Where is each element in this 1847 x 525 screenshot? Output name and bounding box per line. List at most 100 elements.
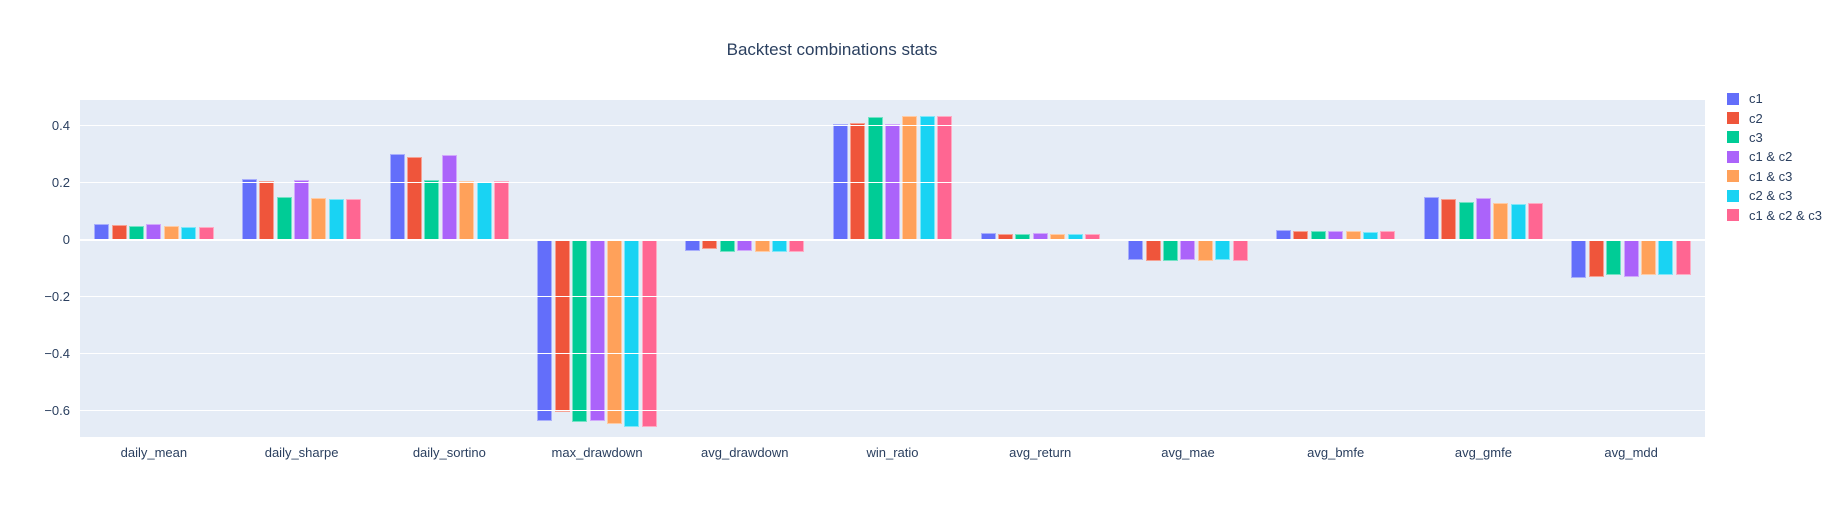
bar-c1+c3-avg_gmfe[interactable] [1493,203,1509,240]
bar-c1+c2+c3-avg_drawdown[interactable] [789,239,805,253]
bar-c1-daily_sortino[interactable] [389,154,405,240]
bar-c2+c3-daily_sharpe[interactable] [328,198,344,240]
gridline-y-0.2 [80,182,1705,184]
bar-c1+c2+c3-daily_sharpe[interactable] [346,198,362,240]
y-tick-label: −0.4 [44,345,70,361]
bar-c3-avg_mdd[interactable] [1606,239,1622,275]
bar-c2-avg_drawdown[interactable] [702,239,718,249]
legend-label: c2 [1749,110,1763,126]
bar-c2-daily_mean[interactable] [111,225,127,240]
bar-c3-max_drawdown[interactable] [572,239,588,423]
gridline-y-−0.4 [80,353,1705,355]
bar-c1-avg_mdd[interactable] [1571,239,1587,279]
bar-c1+c3-max_drawdown[interactable] [606,239,622,425]
bar-c1-max_drawdown[interactable] [537,239,553,422]
chart-title: Backtest combinations stats [726,40,938,59]
bar-c1+c3-avg_mae[interactable] [1197,239,1213,261]
bar-c3-avg_mae[interactable] [1163,239,1179,261]
bar-c1+c3-daily_sortino[interactable] [459,180,475,240]
bar-c2+c3-avg_mae[interactable] [1215,239,1231,261]
y-tick-label: −0.2 [44,288,70,304]
x-tick-label-avg_bmfe: avg_bmfe [1307,445,1365,460]
bar-c2-avg_mae[interactable] [1145,239,1161,261]
bar-c1+c2+c3-avg_gmfe[interactable] [1528,203,1544,240]
x-tick-label-avg_mdd: avg_mdd [1604,445,1658,460]
bar-c3-avg_gmfe[interactable] [1458,202,1474,240]
bar-c1+c2-max_drawdown[interactable] [589,239,605,422]
legend-item-c1+c3[interactable]: c1 & c3 [1727,167,1822,186]
bar-c2+c3-avg_mdd[interactable] [1658,239,1674,275]
bar-c1+c3-win_ratio[interactable] [902,116,918,240]
legend-swatch [1727,189,1739,202]
bar-c1+c2-avg_drawdown[interactable] [737,239,753,251]
bar-c1+c2-daily_mean[interactable] [146,224,162,240]
legend-label: c2 & c3 [1749,188,1793,204]
legend-swatch [1727,170,1739,183]
bar-c1-daily_mean[interactable] [94,224,110,240]
y-tick-label: 0.4 [51,117,70,133]
bar-c3-daily_sharpe[interactable] [276,197,292,240]
bar-c1-avg_mae[interactable] [1128,239,1144,261]
legend-label: c1 & c3 [1749,168,1793,184]
bar-c1+c2+c3-max_drawdown[interactable] [641,239,657,428]
legend: c1 c2 c3 c1 & c2 c1 & c3 c2 & c3 c1 & c2 & c3 [1727,89,1822,225]
bar-c1+c2+c3-avg_mdd[interactable] [1675,239,1691,276]
bar-c1-avg_gmfe[interactable] [1423,197,1439,240]
bar-c2-max_drawdown[interactable] [554,239,570,413]
bar-c3-win_ratio[interactable] [867,117,883,240]
legend-swatch [1727,92,1739,105]
y-tick-label: −0.6 [44,402,70,418]
legend-swatch [1727,112,1739,125]
bar-c1+c2+c3-daily_sortino[interactable] [494,181,510,240]
bar-c2+c3-win_ratio[interactable] [919,116,935,240]
bar-c2-daily_sortino[interactable] [407,157,423,240]
plot-area[interactable] [80,100,1705,437]
legend-swatch [1727,209,1739,222]
legend-swatch [1727,150,1739,163]
bar-c1+c3-avg_mdd[interactable] [1641,239,1657,276]
legend-item-c2[interactable]: c2 [1727,108,1822,127]
legend-item-c1+c2[interactable]: c1 & c2 [1727,147,1822,166]
bar-c2+c3-avg_gmfe[interactable] [1510,203,1526,240]
bar-c2-avg_mdd[interactable] [1588,239,1604,278]
legend-label: c3 [1749,129,1763,145]
legend-item-c1+c2+c3[interactable]: c1 & c2 & c3 [1727,205,1822,224]
bar-c1+c3-daily_sharpe[interactable] [311,197,327,240]
bar-c3-avg_drawdown[interactable] [719,239,735,253]
bar-c1+c2-daily_sortino[interactable] [441,155,457,240]
legend-item-c3[interactable]: c3 [1727,128,1822,147]
bar-c1+c2-avg_mae[interactable] [1180,239,1196,261]
legend-label: c1 & c2 [1749,149,1793,165]
gridline-y-−0.6 [80,410,1705,411]
legend-item-c2+c3[interactable]: c2 & c3 [1727,186,1822,205]
bar-c2+c3-avg_drawdown[interactable] [772,239,788,253]
y-tick-label: 0 [62,231,70,247]
bar-c2-daily_sharpe[interactable] [259,181,275,240]
x-tick-label-avg_drawdown: avg_drawdown [701,445,789,460]
x-tick-label-daily_mean: daily_mean [120,445,188,460]
legend-label: c1 & c2 & c3 [1749,207,1822,223]
bar-c1+c2+c3-win_ratio[interactable] [937,116,953,240]
gridline-y-0.4 [80,125,1705,127]
bar-c1+c2+c3-avg_mae[interactable] [1232,239,1248,261]
bar-c1+c3-avg_drawdown[interactable] [754,239,770,253]
legend-label: c1 [1749,91,1763,107]
bar-c2+c3-daily_sortino[interactable] [476,181,492,240]
x-tick-label-win_ratio: win_ratio [866,445,919,460]
bar-c1-avg_drawdown[interactable] [685,239,701,251]
bar-c1+c2-avg_mdd[interactable] [1623,239,1639,278]
y-tick-label: 0.2 [51,174,70,190]
bar-c1+c2-daily_sharpe[interactable] [294,179,310,240]
bar-c1-daily_sharpe[interactable] [241,179,257,240]
x-tick-label-avg_gmfe: avg_gmfe [1454,445,1512,460]
bar-c2-avg_gmfe[interactable] [1441,199,1457,240]
x-tick-label-avg_return: avg_return [1009,445,1072,460]
gridline-y-−0.2 [80,296,1705,298]
legend-swatch [1727,131,1739,144]
x-tick-label-avg_mae: avg_mae [1161,445,1215,460]
bar-c3-daily_sortino[interactable] [424,179,440,240]
bar-c2+c3-max_drawdown[interactable] [624,239,640,428]
bar-c1+c2-avg_gmfe[interactable] [1475,198,1491,240]
legend-item-c1[interactable]: c1 [1727,89,1822,108]
